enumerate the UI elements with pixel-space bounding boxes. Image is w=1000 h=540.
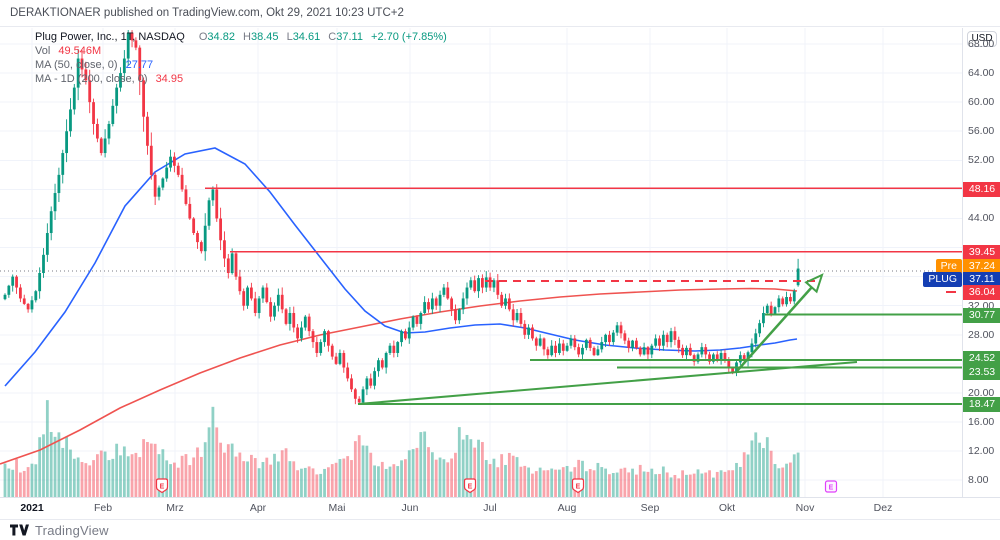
time-tick-feb: Feb: [93, 502, 113, 514]
svg-text:E: E: [576, 484, 581, 491]
trendline: [357, 361, 858, 405]
price-label: 39.45: [963, 245, 1000, 260]
time-tick-nov: Nov: [795, 502, 815, 514]
time-tick-mrz: Mrz: [166, 502, 184, 514]
high-value: 38.45: [250, 31, 279, 43]
open-value: 34.82: [207, 31, 235, 43]
trendline: [736, 286, 813, 372]
change-value: +2.70 (+7.85%): [371, 31, 447, 43]
price-label-tag-pre: Pre: [935, 259, 962, 274]
price-tick-label: 56.00: [968, 125, 995, 138]
candles-layer: [3, 30, 800, 405]
price-tick-label: 68.00: [968, 38, 995, 50]
price-axis[interactable]: USD 68.00 64.00 60.00 56.00 52.00 44.00 32.00 2…: [923, 28, 1000, 497]
price-tick-label: 64.00: [968, 67, 995, 80]
price-label: 48.16: [963, 182, 1000, 197]
price-tick-label: 20.00: [968, 386, 995, 399]
tradingview-logo[interactable]: TradingView: [10, 521, 109, 539]
price-label: 36.04: [963, 285, 1000, 300]
attribution-text: DERAKTIONAER published on TradingView.co…: [10, 7, 404, 19]
tradingview-logo-icon: [10, 524, 29, 536]
svg-text:E: E: [829, 485, 834, 492]
tradingview-logo-text: TradingView: [35, 522, 109, 538]
symbol-legend-row[interactable]: Plug Power, Inc., 1T, NASDAQ O34.82 H38.…: [35, 31, 447, 44]
close-key: C: [328, 31, 337, 43]
price-label: 37.11: [963, 272, 1000, 287]
price-tick-label: 12.00: [968, 445, 995, 458]
time-tick-aug: Aug: [557, 502, 577, 514]
price-label: 37.24: [963, 259, 1000, 274]
price-tick-label: 44.00: [968, 212, 995, 225]
ma200-value: 34.95: [155, 73, 184, 85]
earnings-marker[interactable]: E: [463, 478, 477, 494]
time-tick-mai: Mai: [328, 502, 346, 514]
earnings-marker[interactable]: E: [155, 478, 169, 494]
currency-button[interactable]: USD: [967, 31, 997, 47]
time-tick-2021: 2021: [20, 502, 44, 514]
price-label: 30.77: [963, 308, 1000, 323]
chart-legend: Plug Power, Inc., 1T, NASDAQ O34.82 H38.…: [35, 31, 447, 87]
price-tick-label: 28.00: [968, 328, 995, 341]
price-tick-label: 16.00: [968, 416, 995, 429]
time-tick-okt: Okt: [718, 502, 736, 514]
price-label: 23.53: [963, 365, 1000, 380]
price-tick-label: 8.00: [968, 474, 989, 487]
time-tick-jun: Jun: [401, 502, 419, 514]
svg-text:E: E: [160, 484, 165, 491]
open-key: O: [198, 31, 208, 43]
low-value: 34.61: [292, 31, 321, 43]
price-label: 24.52: [963, 351, 1000, 366]
close-value: 37.11: [336, 31, 363, 43]
svg-text:E: E: [468, 484, 473, 491]
high-key: H: [243, 31, 251, 43]
ma200-legend-row[interactable]: MA - 1D (200, close, 0) 34.95: [35, 73, 447, 86]
volume-value: 49.546M: [58, 45, 102, 57]
drawings-layer[interactable]: [205, 187, 962, 406]
attribution-bar: DERAKTIONAER published on TradingView.co…: [0, 0, 1000, 27]
volume-legend-row[interactable]: Vol 49.546M: [35, 45, 447, 58]
price-label-tag-plug: PLUG: [923, 272, 962, 287]
ma50-legend-row[interactable]: MA (50, close, 0) 27.77: [35, 59, 447, 72]
ma50-label: MA (50, close, 0): [35, 59, 118, 71]
time-tick-sep: Sep: [640, 502, 660, 514]
symbol-title: Plug Power, Inc., 1T, NASDAQ: [35, 31, 185, 43]
earnings-marker[interactable]: E: [571, 478, 585, 494]
time-tick-apr: Apr: [249, 502, 267, 514]
price-label: 18.47: [963, 397, 1000, 412]
ma50-value: 27.77: [125, 59, 154, 71]
price-tick-label: 60.00: [968, 96, 995, 109]
earnings-upcoming-marker[interactable]: E: [824, 480, 838, 493]
ma50-line: [4, 147, 798, 387]
volume-layer: [3, 400, 800, 497]
time-tick-dez: Dez: [873, 502, 893, 514]
time-tick-jul: Jul: [483, 502, 497, 514]
volume-label: Vol: [35, 45, 51, 57]
time-axis[interactable]: 2021 Feb Mrz Apr Mai Jun Jul Aug Sep Okt Nov Dez: [0, 497, 1000, 520]
low-key: L: [286, 31, 293, 43]
ma200-label: MA - 1D (200, close, 0): [35, 73, 148, 85]
arrow-head: [804, 273, 824, 294]
price-tick-label: 52.00: [968, 154, 995, 167]
